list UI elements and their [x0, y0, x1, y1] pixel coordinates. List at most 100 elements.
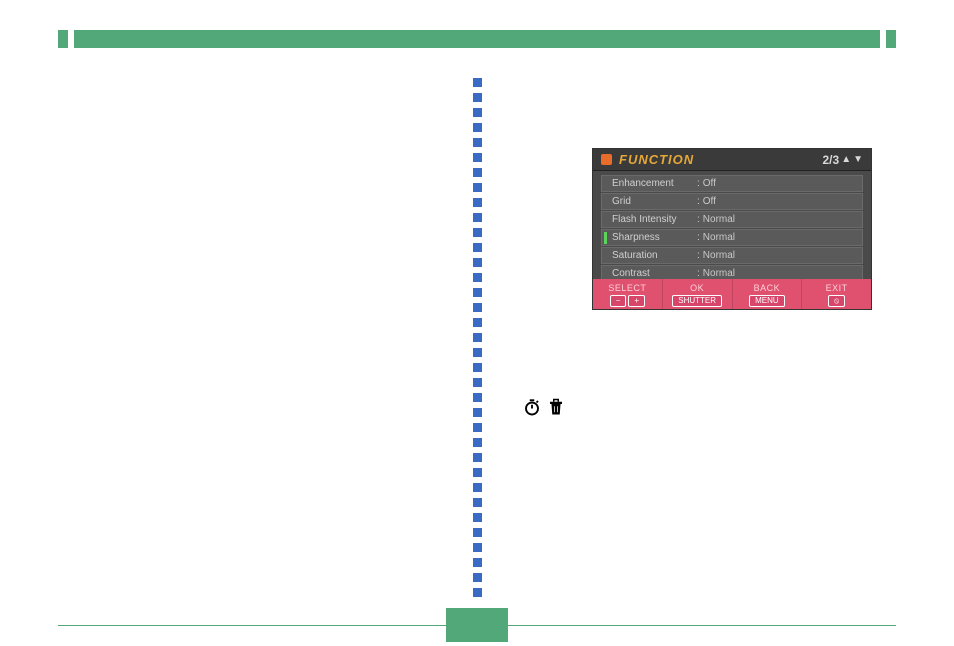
footer-col-select: SELECT−+ [593, 279, 663, 309]
row-colon: : [697, 196, 700, 207]
divider-dot [473, 498, 482, 507]
row-colon: : [697, 232, 700, 243]
divider-dot [473, 198, 482, 207]
divider-dot [473, 123, 482, 132]
page-number: 2/3 [823, 153, 840, 167]
divider-dot [473, 138, 482, 147]
menu-page-indicator[interactable]: 2/3 ▲ ▼ [823, 153, 864, 167]
footer-buttons: MENU [749, 294, 785, 307]
page-down-icon[interactable]: ▼ [853, 154, 863, 165]
divider-dot [473, 588, 482, 597]
footer-label: EXIT [826, 282, 848, 294]
footer-buttons: SHUTTER [672, 294, 722, 307]
footer-button[interactable]: SHUTTER [672, 295, 722, 307]
menu-header-icon [601, 154, 612, 165]
footer-button[interactable]: ⦸ [828, 295, 845, 307]
menu-row-flash-intensity[interactable]: Flash Intensity:Normal [601, 211, 863, 228]
divider-dot [473, 243, 482, 252]
divider-dot [473, 213, 482, 222]
row-indicator [604, 196, 607, 208]
divider-dot [473, 558, 482, 567]
row-indicator [604, 250, 607, 262]
menu-body: Enhancement:OffGrid:OffFlash Intensity:N… [593, 171, 871, 285]
timer-icon [523, 398, 541, 421]
divider-dot [473, 153, 482, 162]
menu-footer: SELECT−+OKSHUTTERBACKMENUEXIT⦸ [593, 279, 871, 309]
function-menu-panel: FUNCTION 2/3 ▲ ▼ Enhancement:OffGrid:Off… [592, 148, 872, 310]
divider-dot [473, 108, 482, 117]
divider-dot [473, 228, 482, 237]
page-number-box [446, 608, 508, 642]
menu-row-grid[interactable]: Grid:Off [601, 193, 863, 210]
menu-row-saturation[interactable]: Saturation:Normal [601, 247, 863, 264]
row-label: Grid [612, 196, 697, 207]
footer-label: OK [690, 282, 704, 294]
inline-icons [523, 398, 565, 421]
row-indicator [604, 268, 607, 280]
row-colon: : [697, 214, 700, 225]
page-up-icon[interactable]: ▲ [841, 154, 851, 165]
bar-cap-left [58, 30, 68, 48]
menu-title: FUNCTION [619, 152, 823, 167]
menu-row-enhancement[interactable]: Enhancement:Off [601, 175, 863, 192]
divider-dot [473, 453, 482, 462]
footer-label: SELECT [608, 282, 646, 294]
row-colon: : [697, 178, 700, 189]
footer-button[interactable]: MENU [749, 295, 785, 307]
divider-dot [473, 408, 482, 417]
row-indicator [604, 178, 607, 190]
row-label: Contrast [612, 268, 697, 279]
row-value: Normal [703, 232, 735, 243]
row-value: Off [703, 196, 716, 207]
row-value: Off [703, 178, 716, 189]
footer-col-exit: EXIT⦸ [802, 279, 871, 309]
divider-dot [473, 348, 482, 357]
menu-row-sharpness[interactable]: Sharpness:Normal [601, 229, 863, 246]
menu-header: FUNCTION 2/3 ▲ ▼ [593, 149, 871, 171]
divider-dot [473, 393, 482, 402]
footer-buttons: −+ [610, 294, 645, 307]
row-colon: : [697, 250, 700, 261]
row-label: Saturation [612, 250, 697, 261]
bar-cap-right [886, 30, 896, 48]
footer-col-back: BACKMENU [733, 279, 803, 309]
divider-dot [473, 168, 482, 177]
footer-label: BACK [754, 282, 781, 294]
row-indicator [604, 214, 607, 226]
row-label: Enhancement [612, 178, 697, 189]
row-label: Sharpness [612, 232, 697, 243]
row-colon: : [697, 268, 700, 279]
divider-dot [473, 468, 482, 477]
divider-dot [473, 423, 482, 432]
divider-dot [473, 528, 482, 537]
row-value: Normal [703, 250, 735, 261]
bar-body [74, 30, 880, 48]
divider-dot [473, 573, 482, 582]
divider-dot [473, 258, 482, 267]
footer-col-ok: OKSHUTTER [663, 279, 733, 309]
top-bar [58, 30, 896, 48]
trash-icon [547, 398, 565, 421]
row-label: Flash Intensity [612, 214, 697, 225]
divider-dot [473, 483, 482, 492]
row-value: Normal [703, 214, 735, 225]
divider-dot [473, 378, 482, 387]
divider-dot [473, 318, 482, 327]
footer-buttons: ⦸ [828, 294, 845, 307]
divider-dot [473, 303, 482, 312]
divider-dot [473, 288, 482, 297]
divider-dot [473, 333, 482, 342]
row-indicator [604, 232, 607, 244]
divider-dot [473, 273, 482, 282]
divider-dot [473, 93, 482, 102]
row-value: Normal [703, 268, 735, 279]
vertical-divider [473, 78, 483, 592]
divider-dot [473, 513, 482, 522]
footer-button[interactable]: + [628, 295, 645, 307]
divider-dot [473, 183, 482, 192]
divider-dot [473, 438, 482, 447]
divider-dot [473, 78, 482, 87]
divider-dot [473, 543, 482, 552]
footer-button[interactable]: − [610, 295, 627, 307]
divider-dot [473, 363, 482, 372]
